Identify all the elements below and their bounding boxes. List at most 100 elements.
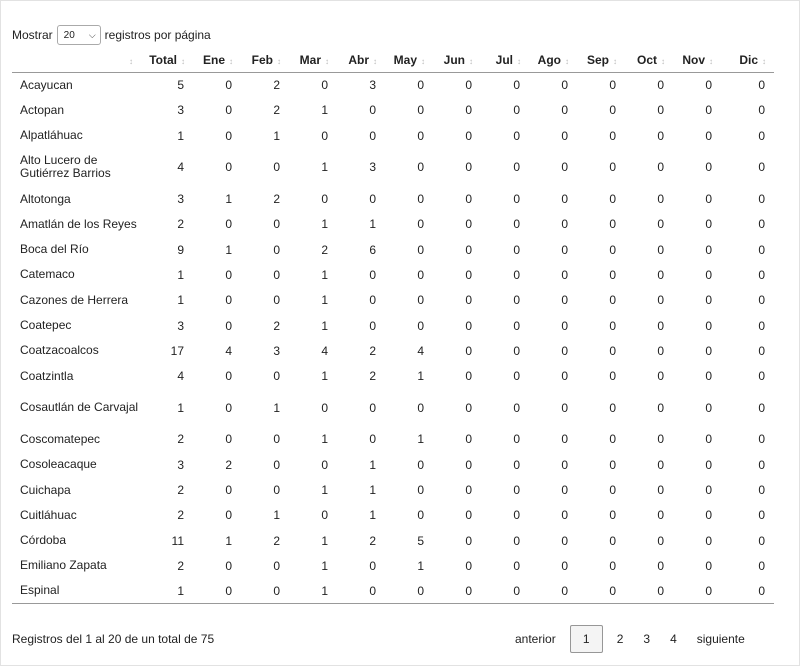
- count-cell: 0: [513, 400, 520, 415]
- page-button-3[interactable]: 3: [643, 632, 651, 646]
- table-row: Amatlán de los Reyes 2 0 0 1 1 0 0 0 0 0 0 0 0: [12, 212, 774, 237]
- count-cell: 0: [561, 192, 568, 207]
- table-row: Altotonga 3 1 2 0 0 0 0 0 0 0 0 0 0: [12, 186, 774, 211]
- count-cell: 2: [273, 103, 280, 118]
- count-cell: 17: [170, 343, 184, 358]
- count-cell: 1: [177, 400, 184, 415]
- count-cell: 0: [561, 400, 568, 415]
- count-cell: 0: [529, 578, 577, 605]
- count-cell: 0: [705, 343, 712, 358]
- municipality-cell: Alto Lucero de Gutiérrez Barrios: [20, 153, 111, 181]
- count-cell: 1: [321, 318, 328, 333]
- chevron-down-icon: ⌵: [88, 29, 96, 40]
- column-header-total[interactable]: Total ↕: [141, 48, 193, 73]
- count-cell: 0: [225, 369, 232, 384]
- count-cell: 0: [758, 160, 765, 175]
- column-header-nov[interactable]: Nov ↕: [673, 48, 721, 73]
- count-cell: 0: [758, 267, 765, 282]
- count-cell: 0: [273, 160, 280, 175]
- count-cell: 0: [465, 128, 472, 143]
- table-row: Cuichapa 2 0 0 1 1 0 0 0 0 0 0 0 0: [12, 477, 774, 502]
- table-row: Cuitláhuac 2 0 1 0 1 0 0 0 0 0 0 0 0: [12, 503, 774, 528]
- count-cell: 1: [321, 217, 328, 232]
- count-cell: 0: [609, 318, 616, 333]
- column-header-jun[interactable]: Jun ↕: [433, 48, 481, 73]
- sort-icon: ↕: [325, 57, 329, 66]
- count-cell: 0: [705, 217, 712, 232]
- column-header-label: Total: [149, 53, 177, 67]
- count-cell: 0: [225, 293, 232, 308]
- prev-page-button[interactable]: anterior: [515, 632, 556, 646]
- length-control: Mostrar 20 ⌵ registros por página: [12, 25, 211, 45]
- column-header-ago[interactable]: Ago ↕: [529, 48, 577, 73]
- count-cell: 0: [513, 128, 520, 143]
- count-cell: 1: [273, 400, 280, 415]
- count-cell: 0: [465, 432, 472, 447]
- count-cell: 0: [225, 483, 232, 497]
- count-cell: 0: [369, 293, 376, 308]
- column-header-jul[interactable]: Jul ↕: [481, 48, 529, 73]
- column-header-label: Feb: [251, 53, 273, 67]
- length-label-after: registros por página: [104, 28, 211, 42]
- count-cell: 0: [561, 483, 568, 497]
- column-header-name[interactable]: ↕: [12, 48, 141, 73]
- count-cell: 1: [321, 103, 328, 118]
- table-row: Córdoba 11 1 2 1 2 5 0 0 0 0 0 0 0: [12, 528, 774, 553]
- count-cell: 0: [657, 318, 664, 333]
- count-cell: 0: [513, 483, 520, 497]
- count-cell: 0: [273, 483, 280, 497]
- column-header-sep[interactable]: Sep ↕: [577, 48, 625, 73]
- column-header-dic[interactable]: Dic ↕: [721, 48, 774, 73]
- count-cell: 3: [273, 343, 280, 358]
- count-cell: 0: [609, 432, 616, 447]
- count-cell: 1: [369, 483, 376, 497]
- count-cell: 0: [433, 578, 481, 605]
- count-cell: 3: [177, 192, 184, 207]
- count-cell: 0: [417, 217, 424, 232]
- sort-icon: ↕: [762, 57, 766, 66]
- count-cell: 0: [705, 160, 712, 175]
- count-cell: 0: [657, 293, 664, 308]
- municipality-cell: Catemaco: [20, 267, 75, 282]
- sort-icon: ↕: [709, 57, 713, 66]
- next-page-button[interactable]: siguiente: [696, 632, 745, 646]
- count-cell: 1: [289, 578, 337, 605]
- column-header-label: Jul: [495, 53, 513, 67]
- count-cell: 0: [465, 78, 472, 93]
- sort-icon: ↕: [129, 57, 133, 66]
- column-header-ene[interactable]: Ene ↕: [193, 48, 241, 73]
- table-row: Cosautlán de Carvajal 1 0 1 0 0 0 0 0 0 0 0 0 0: [12, 389, 774, 427]
- sort-icon: ↕: [277, 57, 281, 66]
- count-cell: 0: [465, 533, 472, 548]
- municipality-cell: Coatzacoalcos: [20, 343, 99, 358]
- count-cell: 0: [561, 343, 568, 358]
- page-size-select[interactable]: 20 ⌵: [56, 25, 101, 45]
- count-cell: 0: [369, 558, 376, 573]
- count-cell: 0: [225, 160, 232, 175]
- page-button-2[interactable]: 2: [616, 632, 624, 646]
- count-cell: 2: [177, 508, 184, 523]
- municipality-cell: Coatzintla: [20, 368, 74, 383]
- count-cell: 0: [513, 78, 520, 93]
- column-header-oct[interactable]: Oct ↕: [625, 48, 673, 73]
- count-cell: 0: [609, 457, 616, 472]
- count-cell: 0: [673, 578, 721, 605]
- count-cell: 0: [513, 160, 520, 175]
- count-cell: 0: [321, 457, 328, 472]
- column-header-mar[interactable]: Mar ↕: [289, 48, 337, 73]
- count-cell: 3: [177, 103, 184, 118]
- count-cell: 1: [225, 192, 232, 207]
- count-cell: 0: [609, 483, 616, 497]
- sort-icon: ↕: [517, 57, 521, 66]
- count-cell: 1: [321, 483, 328, 497]
- column-header-feb[interactable]: Feb ↕: [241, 48, 289, 73]
- count-cell: 0: [561, 293, 568, 308]
- count-cell: 0: [609, 533, 616, 548]
- count-cell: 0: [561, 369, 568, 384]
- page-button-4[interactable]: 4: [670, 632, 677, 646]
- count-cell: 0: [513, 293, 520, 308]
- column-header-may[interactable]: May ↕: [385, 48, 433, 73]
- page-button-1[interactable]: 1: [569, 625, 603, 653]
- column-header-abr[interactable]: Abr ↕: [337, 48, 385, 73]
- count-cell: 0: [465, 267, 472, 282]
